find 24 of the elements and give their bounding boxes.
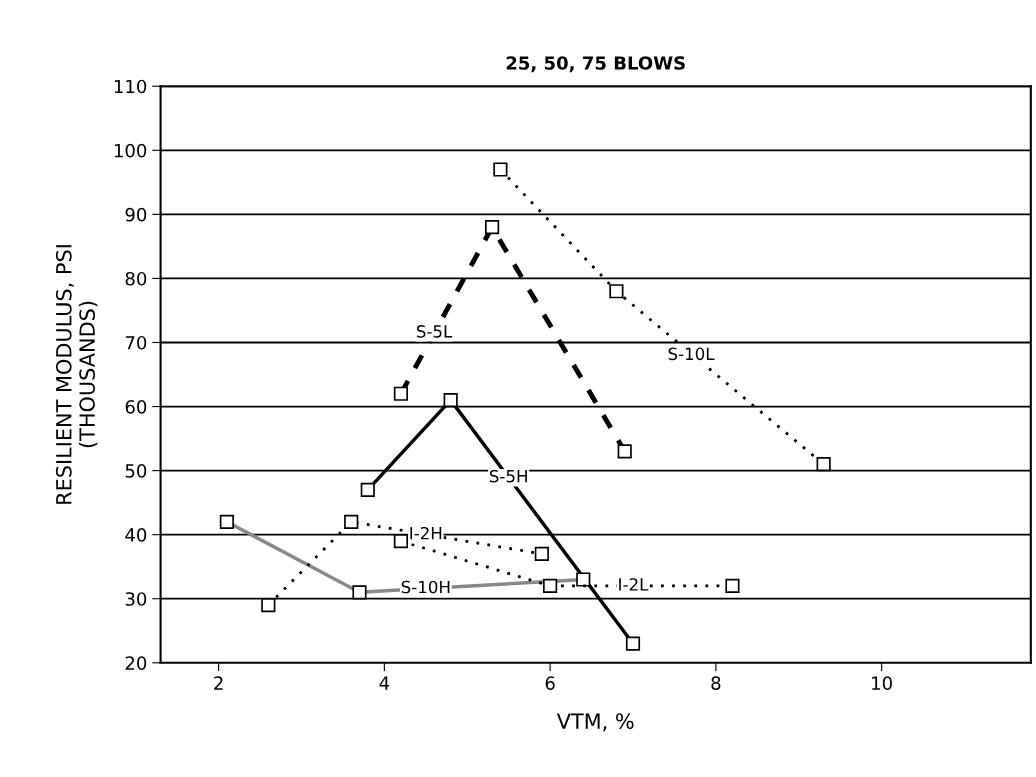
y-tick-label: 90: [125, 207, 147, 222]
annotation: I-2L: [619, 578, 649, 591]
y-tick-label: 40: [125, 528, 147, 542]
x-tick-label: 6: [545, 676, 555, 690]
annotation: I-2H: [410, 526, 442, 540]
y-tick-label: 110: [114, 79, 147, 94]
annotation: S-5H: [489, 469, 527, 483]
x-tick-label: 10: [872, 676, 892, 690]
y-tick-label: 20: [125, 656, 147, 670]
y-tick-label: 100: [114, 143, 147, 158]
y-tick-label: 50: [125, 464, 147, 478]
x-axis-title: VTM, %: [556, 713, 634, 732]
x-tick-label: 4: [379, 676, 390, 690]
annotation: S-10L: [668, 347, 715, 361]
y-tick-label: 60: [125, 400, 147, 414]
y-tick-label: 30: [125, 592, 147, 606]
y-axis-title: RESILIENT MODULUS, PSI (THOUSANDS): [55, 245, 98, 504]
annotation: S-5L: [416, 325, 453, 338]
annotation: S-10H: [401, 580, 450, 594]
chart-title: 25, 50, 75 BLOWS: [506, 56, 685, 73]
y-tick-label: 70: [125, 335, 147, 350]
x-tick-label: 8: [711, 676, 721, 690]
y-tick-label: 80: [125, 271, 147, 286]
x-tick-label: 2: [214, 676, 223, 690]
